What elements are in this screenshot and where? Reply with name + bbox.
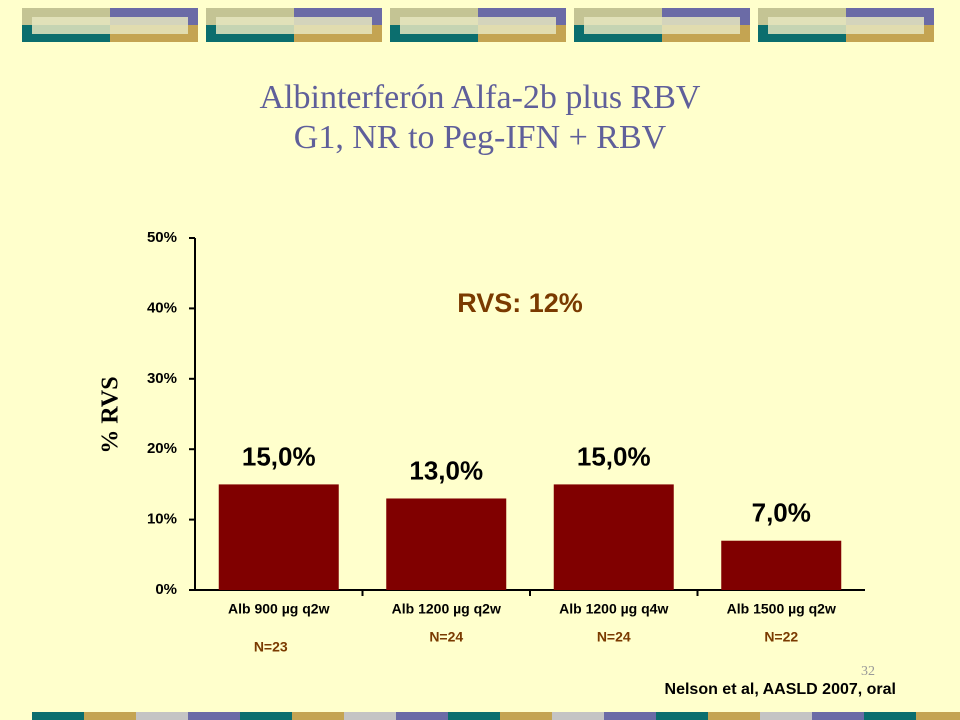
y-tick-label: 20% [147, 440, 177, 457]
deco-stripe [188, 712, 240, 720]
n-label: N=22 [764, 629, 798, 645]
page-number: 32 [861, 664, 875, 679]
deco-stripe [396, 712, 448, 720]
y-axis-label: % RVS [98, 376, 124, 453]
deco-stripe [500, 712, 552, 720]
value-label: 7,0% [752, 498, 811, 528]
deco-stripe [812, 712, 864, 720]
deco-stripe [604, 712, 656, 720]
y-tick-label: 40% [147, 299, 177, 316]
bar [721, 540, 842, 590]
deco-block [768, 17, 924, 34]
title: Albinterferón Alfa-2b plus RBV [260, 79, 701, 116]
n-label: N=23 [254, 639, 288, 655]
deco-stripe [552, 712, 604, 720]
deco-stripe [656, 712, 708, 720]
bar [553, 484, 674, 590]
n-label: N=24 [597, 629, 631, 645]
value-label: 15,0% [242, 441, 316, 471]
deco-stripe [292, 712, 344, 720]
deco-stripe [84, 712, 136, 720]
y-tick-label: 50% [147, 229, 177, 246]
value-label: 15,0% [577, 441, 651, 471]
deco-block [216, 17, 372, 34]
x-tick-label: Alb 1500 µg q2w [727, 601, 836, 617]
annotation: RVS: 12% [457, 288, 583, 318]
deco-stripe [708, 712, 760, 720]
deco-stripe [760, 712, 812, 720]
x-tick-label: Alb 1200 µg q4w [559, 601, 668, 617]
y-tick-label: 10% [147, 511, 177, 528]
deco-block [400, 17, 556, 34]
deco-stripe [916, 712, 960, 720]
value-label: 13,0% [409, 455, 483, 485]
decoration [22, 8, 960, 720]
deco-block [32, 17, 188, 34]
n-label: N=24 [429, 629, 463, 645]
deco-stripe [240, 712, 292, 720]
bar [386, 498, 507, 590]
deco-stripe [448, 712, 500, 720]
x-tick-label: Alb 900 µg q2w [228, 601, 330, 617]
deco-stripe [864, 712, 916, 720]
y-tick-label: 0% [155, 581, 177, 598]
subtitle: G1, NR to Peg-IFN + RBV [294, 119, 667, 156]
deco-block [584, 17, 740, 34]
x-tick-label: Alb 1200 µg q2w [392, 601, 501, 617]
deco-stripe [344, 712, 396, 720]
deco-stripe [32, 712, 84, 720]
bar [218, 484, 339, 590]
source: Nelson et al, AASLD 2007, oral [665, 681, 896, 698]
deco-stripe [136, 712, 188, 720]
y-tick-label: 30% [147, 370, 177, 387]
